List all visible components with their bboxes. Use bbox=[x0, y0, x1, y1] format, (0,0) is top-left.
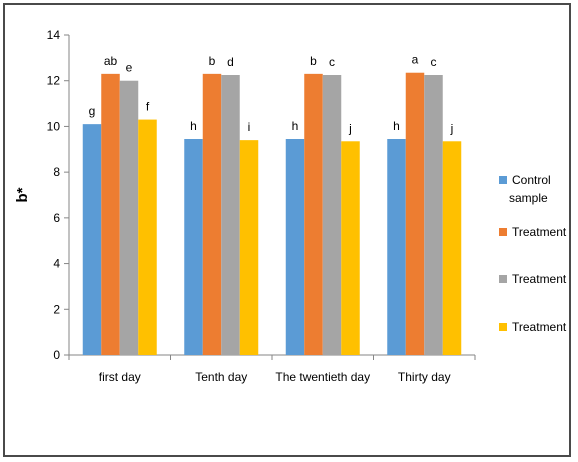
bar-chart: 0 2 4 6 8 10 12 14 first day Tenth day The twenti… bbox=[14, 28, 569, 384]
bar bbox=[202, 73, 222, 355]
x-tick-label: The twentieth day bbox=[275, 370, 370, 384]
y-tick-label: 12 bbox=[47, 74, 61, 88]
legend-swatch bbox=[499, 176, 507, 184]
y-tick-label: 10 bbox=[47, 119, 61, 133]
bar bbox=[221, 75, 240, 355]
legend-swatch bbox=[499, 228, 507, 236]
legend-label: Treatment 2 bbox=[512, 272, 569, 286]
legend-label: Treatment 1 bbox=[512, 225, 569, 239]
y-tick-label: 6 bbox=[53, 211, 60, 225]
x-tick-label: first day bbox=[99, 370, 141, 384]
chart-frame: 0 2 4 6 8 10 12 14 first day Tenth day The twenti… bbox=[3, 3, 571, 457]
bar bbox=[119, 80, 139, 355]
bar-significance-label: i bbox=[248, 120, 251, 134]
bar bbox=[387, 139, 406, 355]
legend-label: Control bbox=[512, 173, 551, 187]
legend-label: sample bbox=[509, 191, 548, 205]
y-axis: 0 2 4 6 8 10 12 14 bbox=[47, 28, 70, 362]
bar bbox=[405, 72, 425, 355]
bar-significance-label: b bbox=[310, 54, 317, 68]
x-axis: first day Tenth day The twentieth day Thirt… bbox=[68, 354, 476, 384]
legend-label: Treatment 3 bbox=[512, 320, 569, 334]
bar-significance-label: h bbox=[292, 119, 299, 133]
bar-significance-label: a bbox=[412, 53, 419, 67]
bar bbox=[322, 75, 342, 355]
bar bbox=[285, 139, 305, 355]
bar bbox=[138, 119, 157, 355]
bars bbox=[82, 72, 462, 356]
bar bbox=[304, 73, 323, 355]
bar bbox=[82, 124, 102, 356]
bar bbox=[184, 139, 203, 355]
bar bbox=[341, 141, 360, 355]
x-tick-label: Tenth day bbox=[195, 370, 247, 384]
y-tick-label: 14 bbox=[47, 28, 61, 42]
bar-significance-label: h bbox=[190, 119, 197, 133]
legend: Control sample Treatment 1 Treatment 2 Treat… bbox=[499, 173, 569, 334]
bar-significance-label: g bbox=[89, 104, 96, 118]
legend-swatch bbox=[499, 323, 507, 331]
x-tick-label: Thirty day bbox=[398, 370, 451, 384]
bar-significance-label: ab bbox=[104, 54, 118, 68]
bar-significance-label: c bbox=[431, 55, 437, 69]
bar bbox=[101, 73, 120, 355]
bar-significance-label: h bbox=[393, 119, 400, 133]
bar-significance-label: c bbox=[329, 55, 335, 69]
bar-significance-label: j bbox=[348, 121, 352, 135]
bar bbox=[239, 140, 259, 355]
bar-significance-label: d bbox=[227, 55, 234, 69]
y-tick-label: 2 bbox=[53, 302, 60, 316]
bar-significance-label: b bbox=[209, 54, 216, 68]
bar-annotations: g h h h ab b b a e d c c f i j j bbox=[89, 53, 454, 136]
y-tick-label: 8 bbox=[53, 165, 60, 179]
bar-significance-label: e bbox=[126, 61, 133, 75]
bar bbox=[424, 75, 443, 355]
bar-significance-label: f bbox=[146, 100, 150, 114]
legend-swatch bbox=[499, 275, 507, 283]
bar bbox=[442, 141, 462, 355]
y-tick-label: 0 bbox=[53, 348, 60, 362]
y-tick-label: 4 bbox=[53, 257, 60, 271]
bar-significance-label: j bbox=[450, 121, 454, 135]
y-axis-label: b* bbox=[14, 187, 31, 202]
